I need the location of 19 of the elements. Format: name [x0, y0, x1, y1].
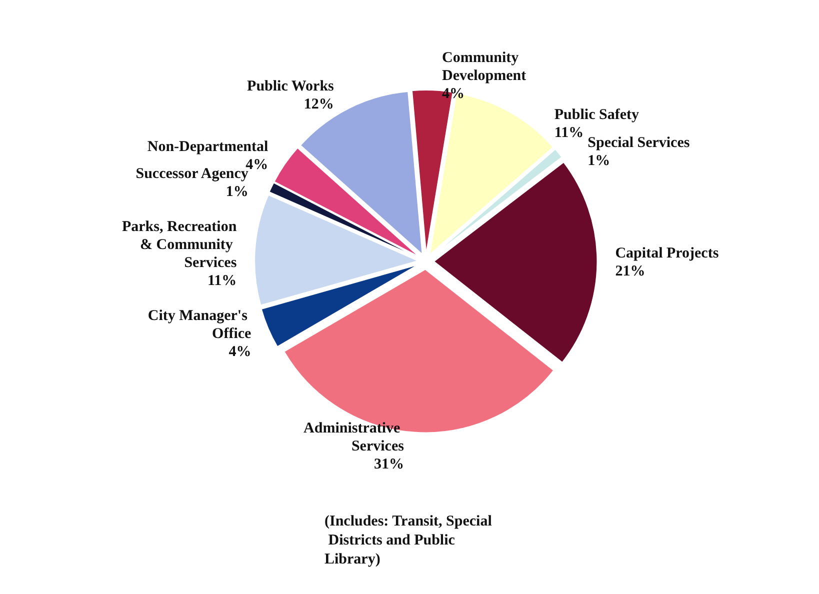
slice-label: Public Works: [247, 78, 334, 95]
data-label: 4%: [228, 344, 252, 360]
slice-label: City Manager's Office: [148, 308, 252, 342]
data-label: 1%: [226, 184, 248, 200]
slice-label: Public Safety: [554, 107, 640, 124]
data-label: 11%: [554, 125, 584, 142]
text: (Includes: Transit, Special Districts and Public Library): [324, 514, 492, 568]
slice-label: Non-Departmental: [147, 139, 268, 156]
slice-label: Parks, Recreation & Community Services: [122, 219, 238, 272]
data-label: 12%: [304, 96, 334, 113]
data-label: 1%: [588, 153, 610, 170]
slice-label: Successor Agency: [136, 166, 249, 182]
slice-label: Administrative Services: [304, 420, 404, 454]
data-label: 21%: [615, 264, 646, 280]
data-label: 31%: [374, 456, 404, 472]
data-label: 11%: [207, 273, 237, 290]
slice-label: Special Services: [588, 135, 690, 152]
slice-label: Capital Projects: [615, 246, 719, 262]
slice-label: Community Development: [442, 50, 526, 84]
